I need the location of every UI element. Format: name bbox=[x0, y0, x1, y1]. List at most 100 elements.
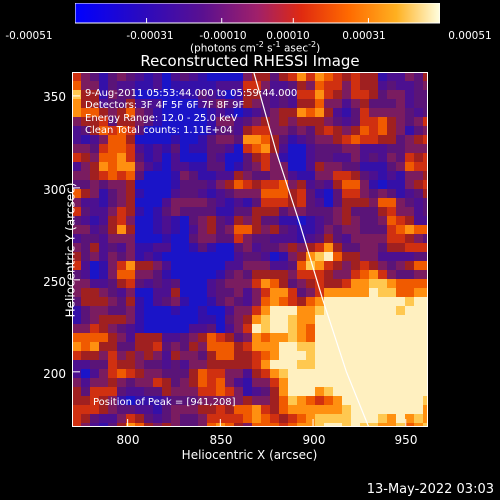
heatmap-cell bbox=[279, 126, 289, 136]
heatmap-cell bbox=[387, 378, 397, 388]
heatmap-cell bbox=[378, 324, 388, 334]
heatmap-cell bbox=[126, 180, 136, 190]
heatmap-cell bbox=[126, 243, 136, 253]
heatmap-cell bbox=[126, 306, 136, 316]
heatmap-cell bbox=[135, 216, 145, 226]
heatmap-cell bbox=[378, 108, 388, 118]
heatmap-cell bbox=[189, 234, 199, 244]
heatmap-cell bbox=[315, 243, 325, 253]
heatmap-cell bbox=[396, 171, 406, 181]
heatmap-cell bbox=[180, 396, 190, 406]
heatmap-cell bbox=[279, 288, 289, 298]
heatmap-cell bbox=[153, 216, 163, 226]
heatmap-cell bbox=[423, 387, 428, 397]
heatmap-cell bbox=[315, 108, 325, 118]
heatmap-cell bbox=[180, 405, 190, 415]
heatmap-cell bbox=[216, 198, 226, 208]
heatmap-cell bbox=[243, 99, 253, 109]
heatmap-cell bbox=[225, 234, 235, 244]
heatmap-cell bbox=[387, 261, 397, 271]
heatmap-cell bbox=[90, 189, 100, 199]
heatmap-cell bbox=[243, 216, 253, 226]
heatmap-cell bbox=[387, 288, 397, 298]
heatmap-cell bbox=[216, 306, 226, 316]
heatmap-cell bbox=[135, 153, 145, 163]
heatmap-cell bbox=[207, 90, 217, 100]
heatmap-cell bbox=[171, 162, 181, 172]
heatmap-cell bbox=[261, 72, 271, 82]
heatmap-cell bbox=[387, 90, 397, 100]
heatmap-cell bbox=[333, 126, 343, 136]
heatmap-cell bbox=[81, 117, 91, 127]
heatmap-cell bbox=[405, 126, 415, 136]
heatmap-cell bbox=[81, 351, 91, 361]
heatmap-cell bbox=[414, 72, 424, 82]
heatmap-cell bbox=[234, 171, 244, 181]
heatmap-cell bbox=[153, 279, 163, 289]
heatmap-cell bbox=[180, 333, 190, 343]
heatmap-cell bbox=[216, 378, 226, 388]
heatmap-cell bbox=[90, 126, 100, 136]
heatmap-cell bbox=[324, 225, 334, 235]
heatmap-cell bbox=[342, 117, 352, 127]
heatmap-cell bbox=[153, 162, 163, 172]
heatmap-cell bbox=[360, 333, 370, 343]
heatmap-cell bbox=[99, 333, 109, 343]
heatmap-cell bbox=[144, 297, 154, 307]
heatmap-cell bbox=[405, 315, 415, 325]
heatmap-cell bbox=[207, 288, 217, 298]
heatmap-cell bbox=[225, 342, 235, 352]
heatmap-cell bbox=[225, 297, 235, 307]
heatmap-cell bbox=[99, 81, 109, 91]
heatmap-cell bbox=[288, 234, 298, 244]
heatmap-cell bbox=[108, 423, 118, 427]
heatmap-cell bbox=[90, 81, 100, 91]
heatmap-cell bbox=[360, 261, 370, 271]
heatmap-cell bbox=[81, 216, 91, 226]
heatmap-cell bbox=[207, 153, 217, 163]
heatmap-cell bbox=[387, 117, 397, 127]
heatmap-cell bbox=[189, 198, 199, 208]
heatmap-cell bbox=[162, 360, 172, 370]
heatmap-cell bbox=[369, 252, 379, 262]
heatmap-cell bbox=[225, 90, 235, 100]
heatmap-cell bbox=[234, 117, 244, 127]
heatmap-cell bbox=[396, 360, 406, 370]
heatmap-cell bbox=[99, 153, 109, 163]
heatmap-cell bbox=[279, 234, 289, 244]
heatmap-cell bbox=[72, 387, 82, 397]
heatmap-cell bbox=[405, 324, 415, 334]
heatmap-cell bbox=[126, 135, 136, 145]
heatmap-cell bbox=[279, 189, 289, 199]
heatmap-cell bbox=[198, 387, 208, 397]
heatmap-cell bbox=[72, 297, 82, 307]
heatmap-cell bbox=[180, 81, 190, 91]
heatmap-cell bbox=[396, 279, 406, 289]
heatmap-cell bbox=[234, 414, 244, 424]
heatmap-cell bbox=[144, 72, 154, 82]
heatmap-cell bbox=[423, 315, 428, 325]
heatmap-cell bbox=[171, 369, 181, 379]
heatmap-cell bbox=[153, 126, 163, 136]
heatmap-cell bbox=[180, 72, 190, 82]
heatmap-cell bbox=[234, 81, 244, 91]
heatmap-cell bbox=[135, 72, 145, 82]
heatmap-cell bbox=[315, 405, 325, 415]
heatmap-cell bbox=[234, 153, 244, 163]
heatmap-cell bbox=[315, 117, 325, 127]
annotation-peak-position: Position of Peak = [941,208] bbox=[93, 397, 236, 408]
heatmap-cell bbox=[369, 189, 379, 199]
heatmap-cell bbox=[342, 297, 352, 307]
heatmap-cell bbox=[216, 342, 226, 352]
heatmap-cell bbox=[162, 270, 172, 280]
heatmap-cell bbox=[414, 90, 424, 100]
heatmap-cell bbox=[315, 162, 325, 172]
heatmap-cell bbox=[198, 234, 208, 244]
heatmap-cell bbox=[270, 234, 280, 244]
heatmap-cell bbox=[252, 306, 262, 316]
heatmap-cell bbox=[207, 342, 217, 352]
heatmap-cell bbox=[297, 261, 307, 271]
heatmap-cell bbox=[270, 252, 280, 262]
heatmap-cell bbox=[216, 288, 226, 298]
heatmap-cell bbox=[108, 207, 118, 217]
